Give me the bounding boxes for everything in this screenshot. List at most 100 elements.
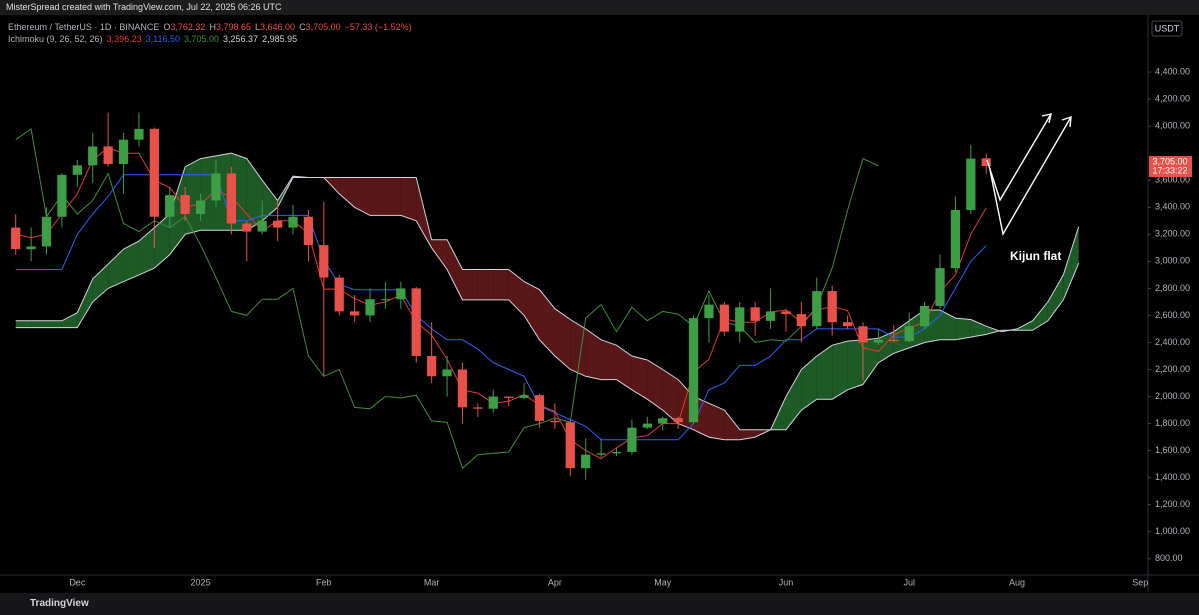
candle-body [488,396,498,409]
cloud [801,355,817,411]
indicator-value: 3,116.50 [145,34,180,44]
cloud [77,278,93,328]
candle-body [11,227,21,250]
candle-body [688,318,699,423]
cloud [15,320,32,328]
cloud [462,269,478,300]
y-tick-label: 800.00 [1155,553,1183,563]
cloud [631,355,648,400]
attribution: MisterSpread created with TradingView.co… [6,2,282,12]
span_a-line [15,152,1080,441]
y-tick-label: 1,800.00 [1155,418,1190,428]
indicator-title: Ichimoku (9, 26, 52, 26) [8,34,103,44]
cloud [431,239,448,270]
cloud [739,429,756,440]
ohlc-key: L [255,22,261,32]
cloud [647,360,663,411]
candle-body [473,407,483,409]
x-tick-label: Jul [903,577,915,587]
cloud [508,269,525,316]
candle-body [226,173,236,224]
ohlc-key: C [299,22,306,32]
ohlc-value: 3,646.00 [260,22,296,32]
cloud [970,319,987,338]
candle-body [889,339,899,342]
y-tick-label: 3,400.00 [1155,202,1190,212]
cloud [662,369,679,424]
cloud [61,312,78,328]
candle-body [581,454,591,469]
candle-body [211,173,221,201]
y-tick-label: 4,400.00 [1155,66,1190,76]
cloud [832,341,848,400]
candle-body [88,146,98,166]
candle-body [411,288,421,356]
candle-body [935,268,945,306]
candle-body [242,223,252,232]
cloud [339,177,355,208]
cloud [539,289,555,356]
indicator-value: 3,705.00 [183,34,220,44]
cloud [616,345,632,390]
candle-body [134,128,144,140]
candle-body [627,427,637,452]
cloud [955,318,971,340]
cloud [370,177,386,216]
cloud [169,166,186,255]
attribution-bar: MisterSpread created with TradingView.co… [0,0,1199,15]
candle-body [504,396,514,398]
candle-body [319,245,329,278]
candle-body [427,355,437,377]
indicator-value: 3,396.23 [106,34,142,44]
cloud [986,326,1000,335]
cloud [724,410,740,440]
candle-body [796,314,806,327]
y-tick-label: 1,400.00 [1155,472,1190,482]
kijun-line [15,174,987,441]
candle-body [873,339,884,343]
price-tag [1149,156,1192,178]
arrow-head [1061,115,1072,128]
cloud [185,158,201,235]
y-tick-label: 2,200.00 [1155,364,1190,374]
cloud [138,227,155,275]
candle-body [534,395,545,421]
plot-area [11,112,1080,480]
x-tick-label: Apr [548,577,562,587]
arrow-head [1041,113,1052,124]
ohlc-value: 3,762.32 [170,22,206,32]
y-tick-label: 2,600.00 [1155,310,1190,320]
candle-body [288,216,298,228]
chikou-line [15,128,879,470]
currency-label: USDT [1155,23,1180,33]
candle-body [165,195,175,217]
candle-body [350,311,360,316]
cloud [154,214,170,269]
drawing-arrows [986,113,1072,236]
cloud [31,320,47,328]
cloud [123,241,139,282]
candle-body [103,146,113,165]
candle-body [642,423,652,428]
candle-body [257,220,267,232]
y-tick-label: 2,000.00 [1155,391,1190,401]
candle-body [565,422,575,469]
span_b-line [15,177,1080,431]
symbol-legend: Ethereum / TetherUS · 1D · BINANCE O3,762… [8,22,416,32]
candle-body [719,304,729,332]
candle-body [57,174,67,217]
candle-body [842,322,853,327]
cloud [863,338,879,385]
cloud [246,158,263,231]
candle-body [765,311,776,321]
footer: TradingView [0,593,1199,615]
candle-body [272,220,283,228]
cloud [447,239,463,300]
candle-body [781,311,791,315]
price-tag-countdown: 17:33:22 [1152,165,1187,175]
x-tick-label: Dec [69,577,86,587]
cloud [1063,226,1079,300]
candle-body [673,418,683,423]
cloud [108,249,124,289]
cloud [570,319,586,377]
